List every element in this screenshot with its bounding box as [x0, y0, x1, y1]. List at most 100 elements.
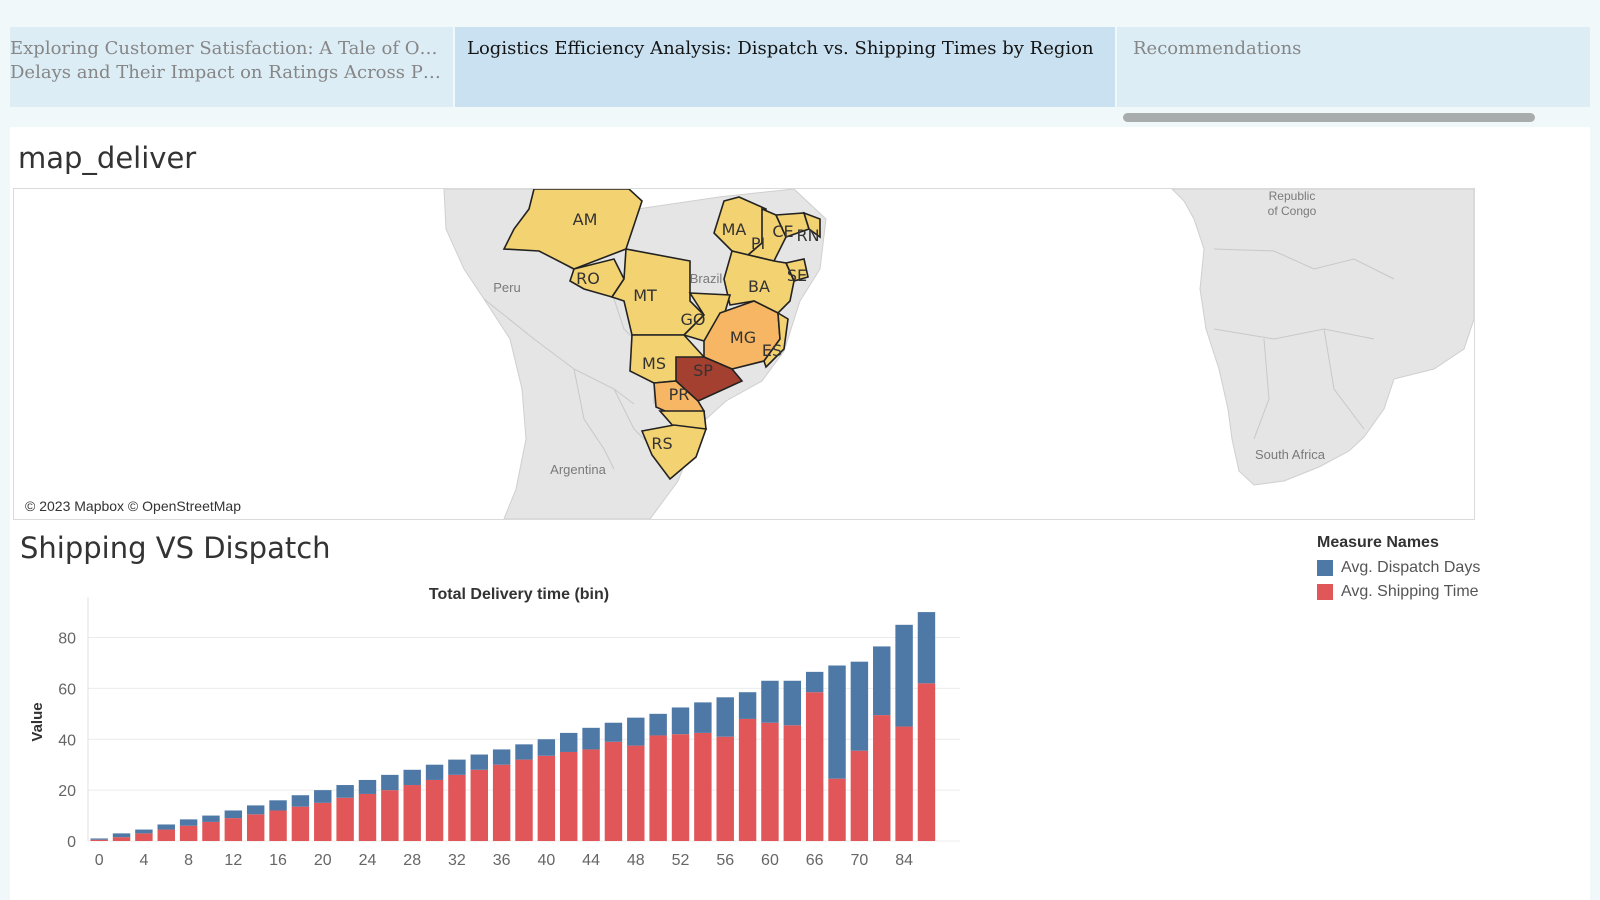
bar-dispatch-48[interactable] — [627, 717, 645, 746]
bar-shipping-38[interactable] — [515, 759, 533, 841]
state-RS[interactable] — [640, 424, 708, 481]
bar-dispatch-56[interactable] — [716, 697, 734, 737]
bar-dispatch-12[interactable] — [224, 810, 243, 819]
bar-dispatch-26[interactable] — [381, 774, 399, 791]
bar-shipping-58[interactable] — [738, 718, 757, 841]
bar-shipping-14[interactable] — [246, 814, 265, 841]
bar-dispatch-50[interactable] — [649, 713, 667, 736]
x-tick-label: 16 — [269, 852, 287, 869]
bar-shipping-60[interactable] — [761, 722, 779, 841]
bar-dispatch-2[interactable] — [112, 833, 131, 838]
tab-recommendations[interactable]: Recommendations — [1117, 27, 1590, 107]
bar-dispatch-58[interactable] — [738, 692, 757, 719]
bar-dispatch-4[interactable] — [135, 829, 153, 834]
map-attribution[interactable]: © 2023 Mapbox © OpenStreetMap — [22, 498, 244, 514]
bar-shipping-84[interactable] — [917, 683, 936, 841]
bar-dispatch-72[interactable] — [895, 624, 913, 727]
bar-shipping-2[interactable] — [112, 837, 131, 841]
state-label-ce: CE — [772, 222, 793, 241]
bar-shipping-54[interactable] — [694, 732, 712, 841]
bar-dispatch-46[interactable] — [604, 722, 623, 742]
bar-dispatch-40[interactable] — [537, 739, 556, 756]
tabs-scrollbar[interactable] — [1123, 113, 1535, 122]
tab-logistics-efficiency[interactable]: Logistics Efficiency Analysis: Dispatch … — [455, 27, 1115, 107]
bar-dispatch-70[interactable] — [873, 646, 891, 716]
bar-dispatch-84[interactable] — [917, 612, 936, 684]
state-label-se: SE — [787, 266, 807, 285]
bar-dispatch-22[interactable] — [336, 785, 354, 798]
bar-shipping-18[interactable] — [291, 806, 310, 841]
bar-dispatch-8[interactable] — [179, 819, 198, 826]
x-tick-label: 70 — [850, 852, 868, 869]
bar-dispatch-32[interactable] — [448, 759, 466, 775]
state-BA[interactable] — [723, 250, 795, 314]
bar-dispatch-10[interactable] — [202, 815, 220, 822]
chart-title: Total Delivery time (bin) — [429, 586, 609, 603]
bar-shipping-72[interactable] — [895, 726, 913, 841]
legend-item-shipping[interactable]: Avg. Shipping Time — [1317, 580, 1577, 604]
bar-shipping-10[interactable] — [202, 821, 220, 841]
bar-dispatch-18[interactable] — [291, 795, 310, 807]
bar-shipping-62[interactable] — [783, 725, 802, 841]
bar-shipping-66[interactable] — [828, 778, 846, 841]
bar-shipping-42[interactable] — [559, 751, 578, 841]
bar-shipping-28[interactable] — [403, 785, 421, 841]
bar-shipping-4[interactable] — [135, 833, 153, 841]
bar-dispatch-34[interactable] — [470, 754, 489, 770]
bar-shipping-24[interactable] — [358, 793, 377, 841]
bar-dispatch-54[interactable] — [694, 702, 712, 733]
bar-shipping-8[interactable] — [179, 825, 198, 841]
bar-shipping-68[interactable] — [850, 750, 869, 841]
legend-item-dispatch[interactable]: Avg. Dispatch Days — [1317, 556, 1577, 580]
bar-shipping-40[interactable] — [537, 755, 556, 841]
bar-dispatch-14[interactable] — [246, 805, 265, 815]
bar-dispatch-42[interactable] — [559, 732, 578, 752]
x-tick-label: 40 — [537, 852, 555, 869]
legend: Measure Names Avg. Dispatch Days Avg. Sh… — [1317, 534, 1577, 604]
bar-dispatch-62[interactable] — [783, 680, 802, 726]
bar-dispatch-20[interactable] — [314, 790, 332, 803]
map-view[interactable]: AM RO MT MA PI CE RN SE BA GO MG ES MS S… — [13, 188, 1475, 520]
bar-shipping-44[interactable] — [582, 749, 600, 841]
bar-dispatch-52[interactable] — [671, 707, 690, 735]
place-republic: Republic — [1269, 189, 1316, 203]
bar-shipping-16[interactable] — [269, 810, 287, 841]
bar-dispatch-64[interactable] — [805, 671, 824, 693]
bar-dispatch-6[interactable] — [157, 824, 175, 830]
bar-shipping-34[interactable] — [470, 769, 489, 841]
x-tick-label: 20 — [314, 852, 332, 869]
bar-dispatch-28[interactable] — [403, 769, 421, 786]
bar-shipping-46[interactable] — [604, 741, 623, 841]
bar-shipping-30[interactable] — [425, 779, 444, 841]
bar-dispatch-0[interactable] — [90, 838, 108, 840]
bar-shipping-70[interactable] — [873, 715, 891, 841]
bar-dispatch-30[interactable] — [425, 764, 444, 780]
bar-shipping-52[interactable] — [671, 734, 690, 841]
state-ES[interactable] — [763, 311, 789, 369]
bar-dispatch-60[interactable] — [761, 680, 779, 723]
bar-shipping-50[interactable] — [649, 735, 667, 841]
tab-label-line1: Exploring Customer Satisfaction: A Tale … — [10, 38, 441, 59]
bar-dispatch-24[interactable] — [358, 779, 377, 794]
state-RN[interactable] — [802, 211, 821, 239]
bar-dispatch-38[interactable] — [515, 744, 533, 760]
bar-shipping-12[interactable] — [224, 818, 243, 841]
bar-shipping-48[interactable] — [627, 745, 645, 841]
bar-shipping-36[interactable] — [492, 764, 511, 841]
bar-dispatch-68[interactable] — [850, 661, 869, 751]
bar-shipping-26[interactable] — [381, 790, 399, 841]
state-AM[interactable] — [502, 189, 643, 270]
bar-shipping-64[interactable] — [805, 692, 824, 841]
bar-shipping-56[interactable] — [716, 736, 734, 841]
bar-shipping-20[interactable] — [314, 802, 332, 841]
bar-dispatch-36[interactable] — [492, 749, 511, 765]
bars — [90, 612, 936, 841]
bar-dispatch-44[interactable] — [582, 727, 600, 750]
bar-shipping-22[interactable] — [336, 797, 354, 841]
bar-shipping-6[interactable] — [157, 829, 175, 841]
tab-customer-satisfaction[interactable]: Exploring Customer Satisfaction: A Tale … — [10, 27, 453, 107]
bar-shipping-0[interactable] — [90, 839, 108, 841]
bar-shipping-32[interactable] — [448, 774, 466, 841]
bar-dispatch-66[interactable] — [828, 665, 846, 779]
bar-dispatch-16[interactable] — [269, 800, 287, 811]
